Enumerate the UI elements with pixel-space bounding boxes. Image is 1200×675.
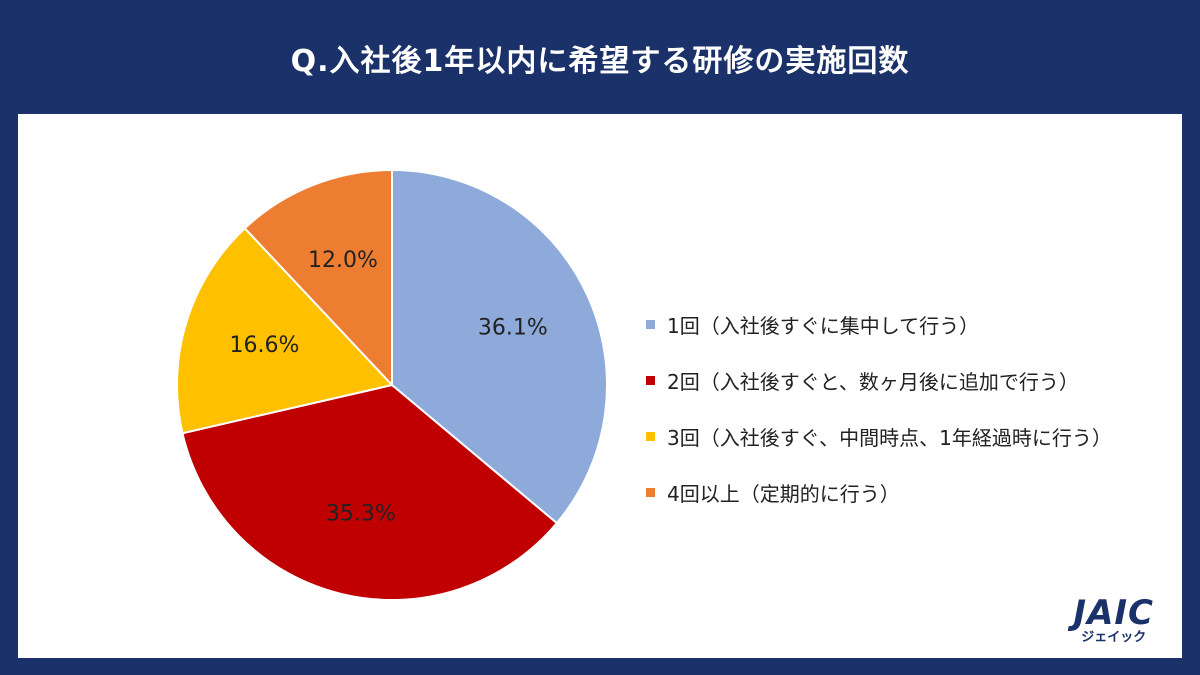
pie-label-4: 12.0%: [308, 248, 378, 273]
logo-mark: JAIC: [1073, 593, 1154, 633]
legend-label-2: 2回（入社後すぐと、数ヶ月後に追加で行う）: [667, 369, 1079, 394]
legend-swatch-2: [646, 375, 655, 385]
legend-swatch-4: [646, 487, 655, 497]
pie-label-2: 35.3%: [326, 502, 396, 527]
legend-label-4: 4回以上（定期的に行う）: [667, 481, 900, 506]
legend-label-3: 3回（入社後すぐ、中間時点、1年経過時に行う）: [667, 425, 1112, 450]
chart-panel: 36.1% 35.3% 16.6% 12.0% 1回（入社後すぐに集中して行う） 2回（…: [18, 114, 1182, 658]
pie-slice-3: [176, 226, 394, 435]
legend: 1回（入社後すぐに集中して行う） 2回（入社後すぐと、数ヶ月後に追加で行う） 3回（…: [646, 296, 1112, 520]
chart-title: Q.入社後1年以内に希望する研修の実施回数: [290, 44, 910, 79]
pie-label-3: 16.6%: [230, 333, 300, 358]
pie-slice-2: [181, 383, 559, 601]
pie-label-1: 36.1%: [478, 316, 548, 341]
pie-chart: 36.1% 35.3% 16.6% 12.0%: [176, 168, 608, 601]
legend-item-4: 4回以上（定期的に行う）: [646, 464, 1112, 520]
pie-slice-1: [391, 168, 608, 525]
legend-item-2: 2回（入社後すぐと、数ヶ月後に追加で行う）: [646, 352, 1112, 408]
legend-swatch-3: [646, 431, 655, 441]
logo-sub: ジェイック: [1081, 630, 1147, 645]
legend-item-1: 1回（入社後すぐに集中して行う）: [646, 296, 1112, 352]
legend-label-1: 1回（入社後すぐに集中して行う）: [667, 313, 980, 338]
pie-slice-4: [243, 168, 393, 388]
legend-item-3: 3回（入社後すぐ、中間時点、1年経過時に行う）: [646, 408, 1112, 464]
jaic-logo: JAIC ジェイック: [1073, 596, 1154, 646]
legend-swatch-1: [646, 319, 655, 329]
